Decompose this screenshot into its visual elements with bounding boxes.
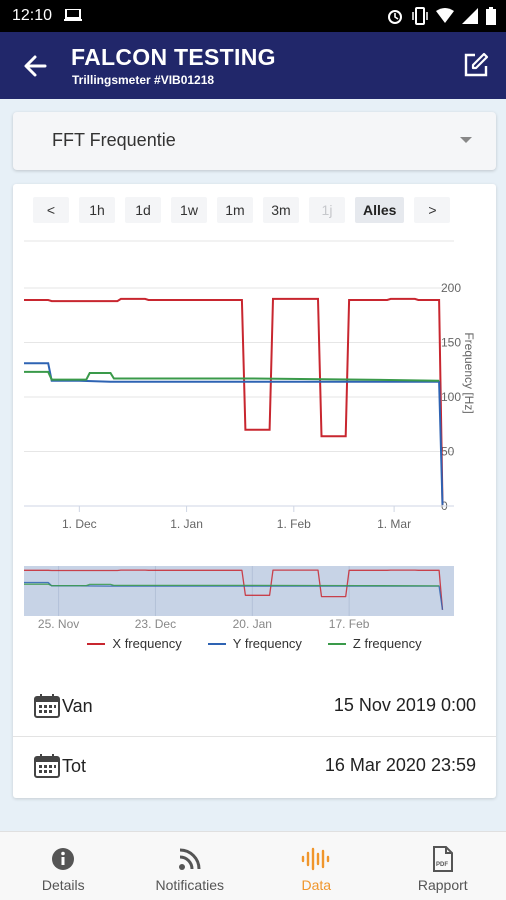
navigator-tick-label: 25. Nov <box>38 617 79 631</box>
range-selector: <1h 1d 1w 1m 3m 1j Alles > <box>33 197 451 223</box>
date-to-row[interactable]: Tot 16 Mar 2020 23:59 <box>13 737 496 795</box>
nav-data-label: Data <box>301 877 332 893</box>
nav-notificaties-label: Notificaties <box>155 877 224 893</box>
navigator-background <box>24 566 454 616</box>
navigator-tick-label: 17. Feb <box>329 617 370 631</box>
y-tick-label: 200 <box>441 281 461 295</box>
x-tick-label: 1. Feb <box>277 517 311 531</box>
range-button-next[interactable]: > <box>414 197 451 223</box>
app-bar: FALCON TESTING Trillingsmeter #VIB01218 <box>0 32 506 99</box>
series-line-z <box>24 370 440 382</box>
range-button-3m[interactable]: 3m <box>263 197 299 223</box>
bottom-navigation: Details Notificaties Data PDF Rapport <box>0 831 506 900</box>
page-subtitle: Trillingsmeter #VIB01218 <box>72 73 215 87</box>
caret-down-icon <box>460 137 472 143</box>
date-to-value: 16 Mar 2020 23:59 <box>324 755 476 775</box>
nav-data[interactable]: Data <box>253 832 380 900</box>
range-button-1m[interactable]: 1m <box>217 197 253 223</box>
navigator-series-x <box>24 569 444 610</box>
wifi-icon <box>436 8 454 29</box>
info-icon <box>51 846 75 872</box>
x-tick-label: 1. Jan <box>170 517 203 531</box>
date-from-value: 15 Nov 2019 0:00 <box>333 695 476 715</box>
vibrate-icon <box>412 7 428 30</box>
status-time: 12:10 <box>12 7 53 24</box>
legend-item-z[interactable]: Z frequency <box>327 636 422 651</box>
nav-details[interactable]: Details <box>0 832 127 900</box>
legend-label-z: Z frequency <box>352 636 422 651</box>
legend-swatch-y <box>207 642 226 645</box>
legend-item-y[interactable]: Y frequency <box>207 636 302 651</box>
series-line-y <box>24 362 444 505</box>
signal-icon <box>462 8 478 29</box>
x-tick-label: 1. Mar <box>377 517 411 531</box>
date-to-label: Tot <box>62 756 87 776</box>
waveform-icon <box>301 846 331 872</box>
chart-card: <1h 1d 1w 1m 3m 1j Alles > 0 50 100 150 200 1. Dec 1.… <box>13 184 496 798</box>
back-arrow-icon[interactable] <box>20 51 50 81</box>
legend-swatch-x <box>87 642 106 645</box>
measurement-selector[interactable]: FFT Frequentie <box>13 112 496 170</box>
calendar-icon <box>34 753 60 784</box>
pdf-icon: PDF <box>432 846 454 872</box>
navigator-series-z <box>24 583 440 587</box>
laptop-icon <box>64 8 82 27</box>
svg-text:PDF: PDF <box>436 862 448 868</box>
divider <box>13 736 496 737</box>
status-bar: 12:10 <box>0 0 506 32</box>
chart-legend: X frequency Y frequency Z frequency <box>13 636 496 651</box>
navigator-tick-label: 20. Jan <box>233 617 272 631</box>
measurement-selector-value: FFT Frequentie <box>52 130 176 150</box>
y-axis-title: Frequency [Hz] <box>462 332 476 413</box>
nav-rapport-label: Rapport <box>417 877 468 893</box>
legend-label-y: Y frequency <box>232 636 302 651</box>
range-button-1h[interactable]: 1h <box>79 197 115 223</box>
navigator-tick-label: 23. Dec <box>135 617 176 631</box>
page-title: FALCON TESTING <box>71 44 276 70</box>
battery-icon <box>486 7 496 30</box>
legend-swatch-z <box>327 642 346 645</box>
nav-details-label: Details <box>41 877 85 893</box>
rss-icon <box>178 846 202 872</box>
alarm-icon <box>386 7 404 30</box>
range-button-1d[interactable]: 1d <box>125 197 161 223</box>
range-button-1j: 1j <box>309 197 345 223</box>
x-tick-label: 1. Dec <box>62 517 97 531</box>
nav-rapport[interactable]: PDF Rapport <box>380 832 506 900</box>
date-from-label: Van <box>62 696 93 716</box>
date-from-row[interactable]: Van 15 Nov 2019 0:00 <box>13 677 496 735</box>
y-tick-label: 150 <box>441 336 461 350</box>
range-button-alles[interactable]: Alles <box>355 197 405 223</box>
range-button-1w[interactable]: 1w <box>171 197 207 223</box>
y-tick-label: 100 <box>441 390 461 404</box>
legend-item-x[interactable]: X frequency <box>87 636 182 651</box>
nav-notificaties[interactable]: Notificaties <box>127 832 254 900</box>
y-tick-label: 50 <box>441 445 455 459</box>
edit-icon[interactable] <box>462 51 490 79</box>
calendar-icon <box>34 693 60 724</box>
legend-label-x: X frequency <box>112 636 182 651</box>
series-line-x <box>24 297 444 505</box>
range-button-prev[interactable]: < <box>33 197 69 223</box>
